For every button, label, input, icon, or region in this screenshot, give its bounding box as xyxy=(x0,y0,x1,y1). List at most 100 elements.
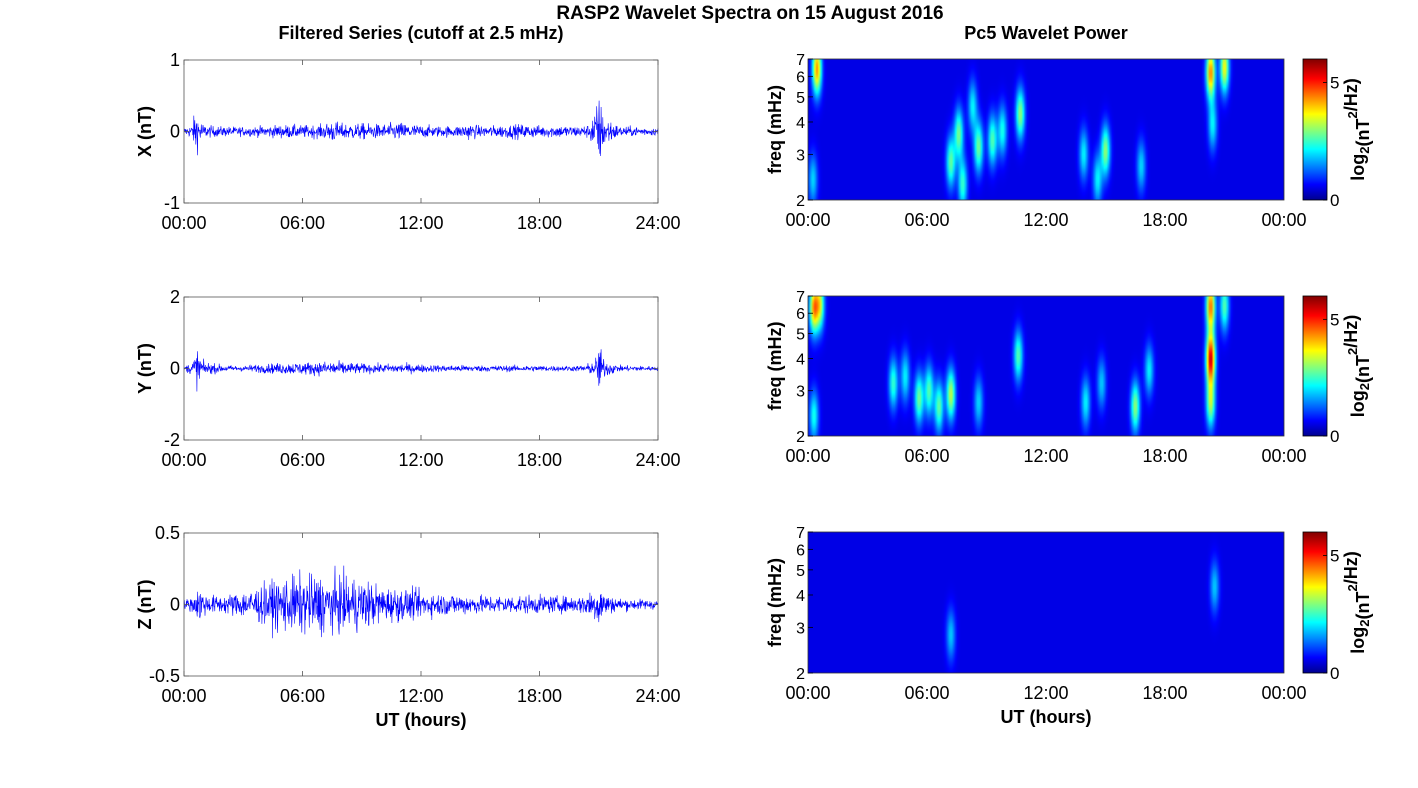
colorbar-label: log2(nT2/Hz) xyxy=(1341,551,1373,653)
colorbar-label-part: 2 xyxy=(1345,111,1360,118)
trace-y xyxy=(183,349,659,392)
colorbar-label-part: log xyxy=(1348,627,1368,654)
y-tick-label: 7 xyxy=(796,525,805,542)
x-tick-label: 06:00 xyxy=(904,446,949,466)
y-tick-label: 6 xyxy=(796,542,805,559)
x-tick-label: 06:00 xyxy=(280,213,325,233)
colorbar-label-part: 2 xyxy=(1357,619,1372,626)
colorbar-gradient xyxy=(1302,531,1328,674)
axes-frame xyxy=(807,58,1285,201)
series-panel-y: -2 0 2 00:00 06:00 12:00 18:00 24:00 Y (nT) xyxy=(135,287,681,470)
colorbar-tick-label: 0 xyxy=(1330,191,1339,210)
x-tick-label: 12:00 xyxy=(398,686,443,706)
x-tick-label: 00:00 xyxy=(161,213,206,233)
y-tick-label: 6 xyxy=(796,306,805,323)
colorbar-tick-label: 5 xyxy=(1330,547,1339,566)
x-tick-label: 24:00 xyxy=(635,686,680,706)
y-tick-label: 0 xyxy=(170,595,180,615)
x-tick-label: 00:00 xyxy=(785,683,830,703)
x-tick-label: 18:00 xyxy=(1142,683,1187,703)
colorbar-tick-label: 5 xyxy=(1330,310,1339,329)
wavelet-heatmap xyxy=(808,296,1284,436)
figure-title: RASP2 Wavelet Spectra on 15 August 2016 xyxy=(556,3,943,24)
y-tick-label: 2 xyxy=(796,193,805,210)
y-tick-label: 5 xyxy=(796,563,805,580)
y-tick-label: 0.5 xyxy=(155,523,180,543)
x-tick-label: 06:00 xyxy=(904,683,949,703)
y-tick-label: 2 xyxy=(796,429,805,446)
colorbar-tick-label: 0 xyxy=(1330,427,1339,446)
y-axis-label: X (nT) xyxy=(135,106,155,157)
colorbar-label: log2(nT2/Hz) xyxy=(1341,315,1373,417)
x-tick-label: 06:00 xyxy=(280,450,325,470)
trace-x xyxy=(183,100,659,157)
colorbar-label: log2(nT2/Hz) xyxy=(1341,78,1373,180)
y-tick-label: 2 xyxy=(170,287,180,307)
colorbar-label-part: /Hz) xyxy=(1341,78,1361,111)
y-tick-label: 0 xyxy=(170,359,180,379)
wavelet-panel-2: 2 3 4 5 67 00:00 06:00 12:00 18:00 00:00 freq (mHz… xyxy=(765,289,1373,466)
x-tick-label: 12:00 xyxy=(1023,210,1068,230)
x-tick-label: 18:00 xyxy=(517,213,562,233)
wavelet-panel-1: 2 3 4 5 67 00:00 06:00 12:00 18:00 00:00 freq (mHz… xyxy=(765,52,1373,230)
y-tick-label: 5 xyxy=(796,327,805,344)
wavelet-heatmap xyxy=(808,59,1284,200)
trace-z xyxy=(183,565,659,639)
y-axis-label: freq (mHz) xyxy=(765,85,785,174)
y-tick-label: 1 xyxy=(170,50,180,70)
y-tick-label: 0 xyxy=(170,122,180,142)
y-tick-label: 5 xyxy=(796,90,805,107)
colorbar-label-part: 2 xyxy=(1345,584,1360,591)
x-tick-label: 12:00 xyxy=(398,450,443,470)
colorbar-label-part: log xyxy=(1348,390,1368,417)
y-tick-label: 4 xyxy=(796,352,805,369)
colorbar-label-part: (nT xyxy=(1353,355,1373,383)
x-tick-label: 12:00 xyxy=(398,213,443,233)
y-tick-label: -0.5 xyxy=(149,666,180,686)
x-tick-label: 18:00 xyxy=(1142,210,1187,230)
x-tick-label: 18:00 xyxy=(517,450,562,470)
y-axis-label: Y (nT) xyxy=(135,343,155,394)
colorbar-label-part: 2 xyxy=(1357,383,1372,390)
y-tick-label: 4 xyxy=(796,588,805,605)
left-column-title: Filtered Series (cutoff at 2.5 mHz) xyxy=(278,23,563,43)
y-tick-label: 7 xyxy=(796,289,805,306)
x-axis-label: UT (hours) xyxy=(376,710,467,730)
wavelet-heatmap xyxy=(808,532,1284,673)
axes-frame xyxy=(807,531,1285,674)
y-axis-label: freq (mHz) xyxy=(765,321,785,410)
y-tick-label: 3 xyxy=(796,147,805,164)
x-tick-label: 06:00 xyxy=(280,686,325,706)
y-tick-label: -2 xyxy=(164,430,180,450)
x-tick-label: 06:00 xyxy=(904,210,949,230)
colorbar-label-part: (nT xyxy=(1353,119,1373,147)
right-column-title: Pc5 Wavelet Power xyxy=(964,23,1127,43)
colorbar-label-part: /Hz) xyxy=(1341,551,1361,584)
x-tick-label: 18:00 xyxy=(1142,446,1187,466)
y-tick-label: 3 xyxy=(796,620,805,637)
y-tick-label: 3 xyxy=(796,384,805,401)
y-axis-label: freq (mHz) xyxy=(765,558,785,647)
colorbar-gradient xyxy=(1302,58,1328,201)
colorbar-label-part: 2 xyxy=(1357,146,1372,153)
x-tick-label: 00:00 xyxy=(1261,446,1306,466)
x-tick-label: 00:00 xyxy=(161,450,206,470)
colorbar-gradient xyxy=(1302,295,1328,437)
y-tick-label: 2 xyxy=(796,666,805,683)
x-tick-label: 00:00 xyxy=(161,686,206,706)
series-panel-x: -1 0 1 00:00 06:00 12:00 18:00 24:00 X (nT) xyxy=(135,50,681,233)
wavelet-panel-3: 2 3 4 5 67 00:00 06:00 12:00 18:00 00:00 freq (mHz… xyxy=(765,525,1373,727)
colorbar-label-part: log xyxy=(1348,154,1368,181)
x-tick-label: 00:00 xyxy=(785,210,830,230)
series-panel-z: -0.5 0 0.5 00:00 06:00 12:00 18:00 24:00 Z (nT) U… xyxy=(135,523,681,730)
x-tick-label: 00:00 xyxy=(1261,683,1306,703)
y-tick-label: 7 xyxy=(796,52,805,69)
x-tick-label: 12:00 xyxy=(1023,683,1068,703)
y-axis-label: Z (nT) xyxy=(135,580,155,630)
x-tick-label: 00:00 xyxy=(785,446,830,466)
y-tick-label: 6 xyxy=(796,69,805,86)
